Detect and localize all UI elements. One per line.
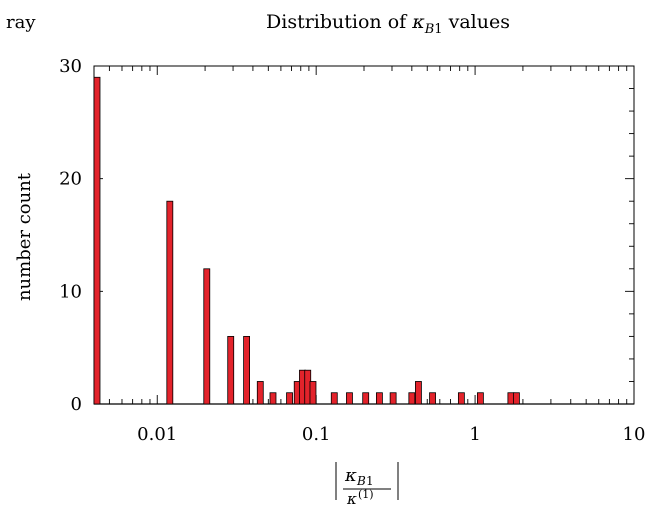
- bar-7: [286, 392, 293, 405]
- bar-4: [243, 335, 251, 405]
- bar-16: [389, 392, 397, 405]
- bar-3: [227, 335, 235, 405]
- bar-21: [476, 392, 484, 405]
- y-axis-label: number count: [14, 172, 35, 301]
- bar-20: [457, 392, 465, 405]
- bar-2: [203, 268, 211, 405]
- svg-text:B: B: [356, 474, 366, 488]
- svg-text:κ: κ: [344, 465, 357, 486]
- x-tick-label: 0.1: [302, 424, 331, 445]
- svg-text:1: 1: [366, 474, 374, 488]
- x-axis-label: κ B 1 κ (1): [335, 462, 399, 505]
- plot-frame: [93, 65, 635, 405]
- histogram-bars: [93, 76, 520, 405]
- axis-ticks: [93, 65, 635, 405]
- y-tick-label: 20: [59, 169, 82, 190]
- bar-23: [513, 392, 520, 405]
- axis-tick-labels: 0.01 0.1 1 10 0 10 20 30: [59, 56, 645, 445]
- bar-12: [330, 392, 338, 405]
- bar-13: [346, 392, 353, 405]
- bar-18: [415, 381, 422, 405]
- bar-22: [507, 392, 515, 405]
- bar-5: [256, 381, 264, 405]
- svg-text:(1): (1): [358, 488, 374, 501]
- bar-11: [309, 381, 317, 405]
- bar-14: [362, 392, 370, 405]
- bar-1: [166, 200, 174, 405]
- bar-17: [408, 392, 416, 405]
- bar-0: [93, 76, 101, 405]
- chart-title: Distribution of κB1 values: [266, 11, 510, 37]
- corner-text: ray: [6, 12, 36, 33]
- x-tick-label: 10: [623, 424, 646, 445]
- bar-6: [269, 392, 277, 405]
- y-tick-label: 0: [71, 394, 82, 415]
- bar-15: [375, 392, 383, 405]
- x-tick-label: 0.01: [137, 424, 177, 445]
- bar-19: [429, 392, 436, 405]
- y-tick-label: 30: [59, 56, 82, 77]
- svg-text:κ: κ: [346, 490, 357, 505]
- x-tick-label: 1: [469, 424, 480, 445]
- y-tick-label: 10: [59, 281, 82, 302]
